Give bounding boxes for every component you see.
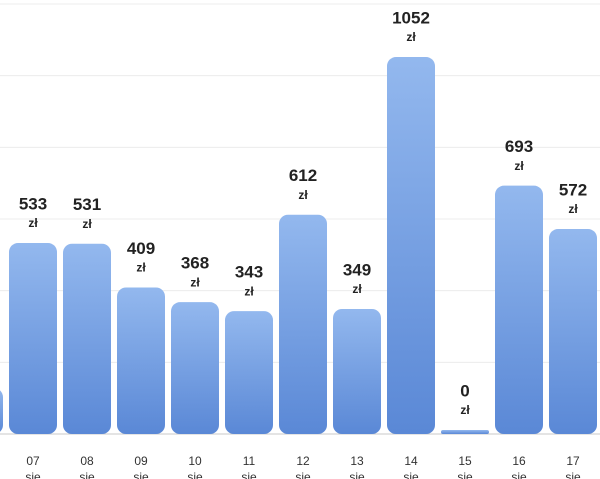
x-tick-label: sie	[511, 470, 527, 479]
value-unit: zł	[460, 403, 470, 417]
value-unit: zł	[244, 284, 254, 298]
bar	[63, 243, 111, 434]
x-tick-label: sie	[25, 470, 41, 479]
x-tick-label: 14	[404, 454, 418, 468]
bar	[387, 57, 435, 435]
value-label: 612	[289, 166, 317, 185]
value-unit: zł	[514, 159, 524, 173]
x-tick-label: sie	[187, 470, 203, 479]
value-label: 533	[19, 194, 47, 213]
x-tick-label: 17	[566, 454, 580, 468]
value-label: 368	[181, 254, 209, 273]
x-tick-label: sie	[349, 470, 365, 479]
bar	[9, 243, 57, 434]
x-tick-label: 07	[26, 454, 40, 468]
x-tick-label: 13	[350, 454, 364, 468]
x-tick-label: sie	[241, 470, 257, 479]
value-label: 531	[73, 195, 101, 214]
x-tick-label: 10	[188, 454, 202, 468]
value-label: 693	[505, 137, 533, 156]
value-unit: zł	[28, 216, 38, 230]
x-tick-label: sie	[403, 470, 419, 479]
value-label: 0	[460, 381, 469, 400]
bar	[0, 390, 3, 432]
bar	[549, 229, 597, 434]
x-tick-label: 15	[458, 454, 472, 468]
x-tick-label: sie	[565, 470, 581, 479]
x-tick-label: sie	[133, 470, 149, 479]
value-unit: zł	[298, 188, 308, 202]
bar	[117, 287, 165, 434]
x-tick-label: sie	[295, 470, 311, 479]
x-tick-label: sie	[79, 470, 95, 479]
value-label: 572	[559, 181, 587, 200]
x-tick-label: 08	[80, 454, 94, 468]
x-tick-label: sie	[457, 470, 473, 479]
bar	[495, 185, 543, 434]
value-unit: zł	[568, 202, 578, 216]
x-tick-label: 11	[243, 454, 256, 468]
value-label: 409	[127, 239, 155, 258]
bar	[171, 302, 219, 434]
x-tick-label: 09	[134, 454, 148, 468]
value-unit: zł	[136, 261, 146, 275]
bar	[441, 430, 489, 434]
x-tick-label: 12	[296, 454, 310, 468]
value-label: 1052	[392, 9, 430, 28]
value-label: 349	[343, 260, 371, 279]
value-unit: zł	[352, 282, 362, 296]
bar	[279, 214, 327, 434]
value-unit: zł	[190, 275, 200, 289]
bar	[333, 308, 381, 434]
bar	[225, 311, 273, 434]
x-tick-label: 16	[512, 454, 526, 468]
value-label: 343	[235, 263, 263, 282]
value-unit: zł	[82, 217, 92, 231]
value-unit: zł	[406, 30, 416, 44]
